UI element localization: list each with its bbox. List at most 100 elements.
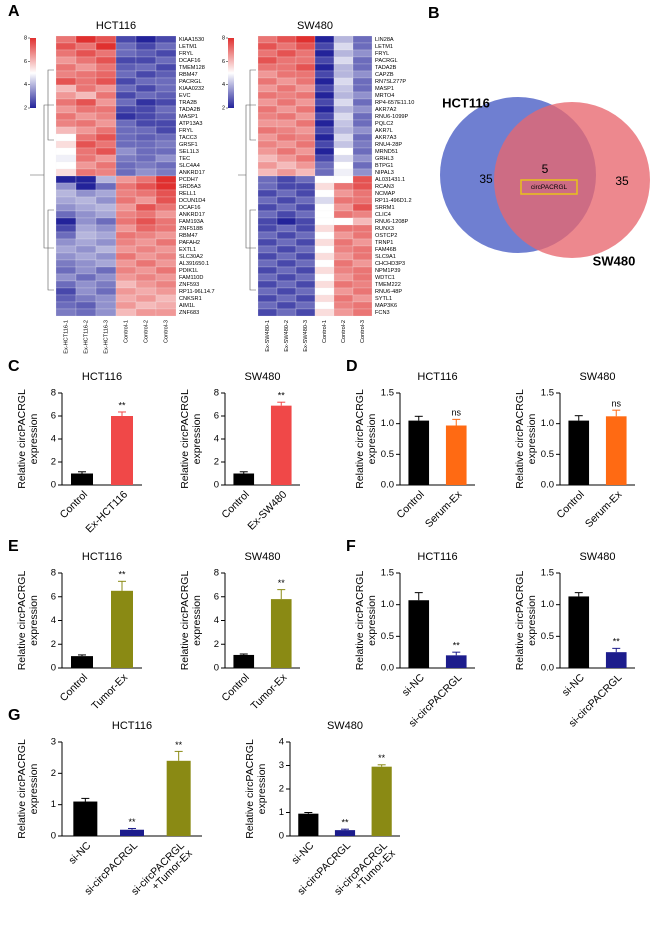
heatmap-cell [115,294,137,303]
heatmap-cell [95,140,117,149]
heatmap-cell [135,105,157,114]
heatmap-cell [55,42,77,51]
row-label: CHCHD3P3 [375,261,405,267]
heatmap-cell [115,112,137,121]
heatmap-cell [295,294,316,303]
row-label: MAP3K6 [375,303,397,309]
heatmap-cell [276,154,297,163]
row-label: AIM1L [179,303,195,309]
panel-letter: C [8,358,20,375]
heatmap-cell [257,308,278,317]
heatmap-cell [276,210,297,219]
heatmap-cell [115,168,137,177]
heatmap-cell [75,238,97,247]
heatmap-cell [115,140,137,149]
heatmap-cell [135,70,157,79]
row-label: AL391650.1 [179,261,209,267]
heatmap-cell [314,56,335,65]
heatmap-cell [352,112,373,121]
heatmap-cell [155,112,177,121]
heatmap-cell [257,70,278,79]
heatmap-cell [95,196,117,205]
heatmap-cell [135,203,157,212]
y-tick-label: 4 [214,615,219,626]
heatmap-cell [115,287,137,296]
heatmap-cell [314,98,335,107]
row-label: RN7SL277P [375,79,406,85]
y-tick-label: 6 [214,411,219,422]
heatmap-cell [95,91,117,100]
row-label: FCN3 [375,310,390,316]
y-tick-label: 0 [214,480,219,491]
heatmap-cell [135,84,157,93]
heatmap-cell [276,168,297,177]
venn-set-label: SW480 [593,253,636,268]
heatmap-cell [333,189,354,198]
heatmap-cell [135,196,157,205]
heatmap-cell [333,63,354,72]
dendrogram [47,69,54,291]
x-tick-label: Control [58,672,90,704]
heatmap-cell [276,133,297,142]
colorbar-tick-label: 6 [24,59,27,65]
heatmap-cell [95,308,117,317]
heatmap-cell [314,63,335,72]
row-label: LETM1 [375,44,393,50]
heatmap-cell [276,238,297,247]
row-label: AKR7L [375,128,393,134]
heatmap-cell [115,91,137,100]
heatmap-cell [276,35,297,44]
heatmap-cell [276,175,297,184]
heatmap-cell [314,273,335,282]
y-axis-label: Relative circPACRGLexpression [514,389,538,489]
heatmap-cell [95,259,117,268]
heatmap-cell [135,301,157,310]
heatmap-cell [75,168,97,177]
column-label: Control-3 [360,320,366,343]
heatmap-cell [135,175,157,184]
column-label: Control-2 [341,320,347,343]
heatmap-cell [75,161,97,170]
y-tick-label: 6 [214,591,219,602]
heatmap-cell [333,224,354,233]
heatmap-cell [295,84,316,93]
heatmap-cell [95,287,117,296]
heatmap-cell [295,119,316,128]
heatmap-cell [75,49,97,58]
heatmap-cell [155,161,177,170]
significance: ** [118,400,126,410]
heatmap-cell [295,182,316,191]
bar [111,416,133,485]
heatmap-cell [155,119,177,128]
heatmap-cell [314,203,335,212]
heatmap-cell [135,245,157,254]
heatmap-cell [95,217,117,226]
y-axis-label: Relative circPACRGLexpression [354,389,378,489]
row-label: TEC [179,156,190,162]
heatmap-cell [75,119,97,128]
heatmap-cell [257,259,278,268]
row-label: TRA2B [179,100,197,106]
heatmap-cell [155,154,177,163]
heatmap-cell [135,98,157,107]
heatmap-cell [276,196,297,205]
row-dendrogram [30,69,256,291]
x-tick-label: Control [394,489,426,521]
heatmap-cell [314,301,335,310]
heatmap-cell [95,252,117,261]
heatmap-cell [115,133,137,142]
significance: ** [613,637,621,647]
heatmap-cell [333,273,354,282]
y-axis-label: Relative circPACRGLexpression [514,571,538,671]
heatmap-cell [155,252,177,261]
heatmap-cell [257,154,278,163]
row-label: RP11-496D1.2 [375,198,412,204]
heatmap-cell [352,217,373,226]
row-label: MASP1 [375,86,394,92]
heatmap-cell [314,112,335,121]
heatmap-cell [333,175,354,184]
heatmap-cell [314,266,335,275]
x-tick-label: Control [554,489,586,521]
heatmap-cell [352,287,373,296]
heatmap-cell [276,112,297,121]
